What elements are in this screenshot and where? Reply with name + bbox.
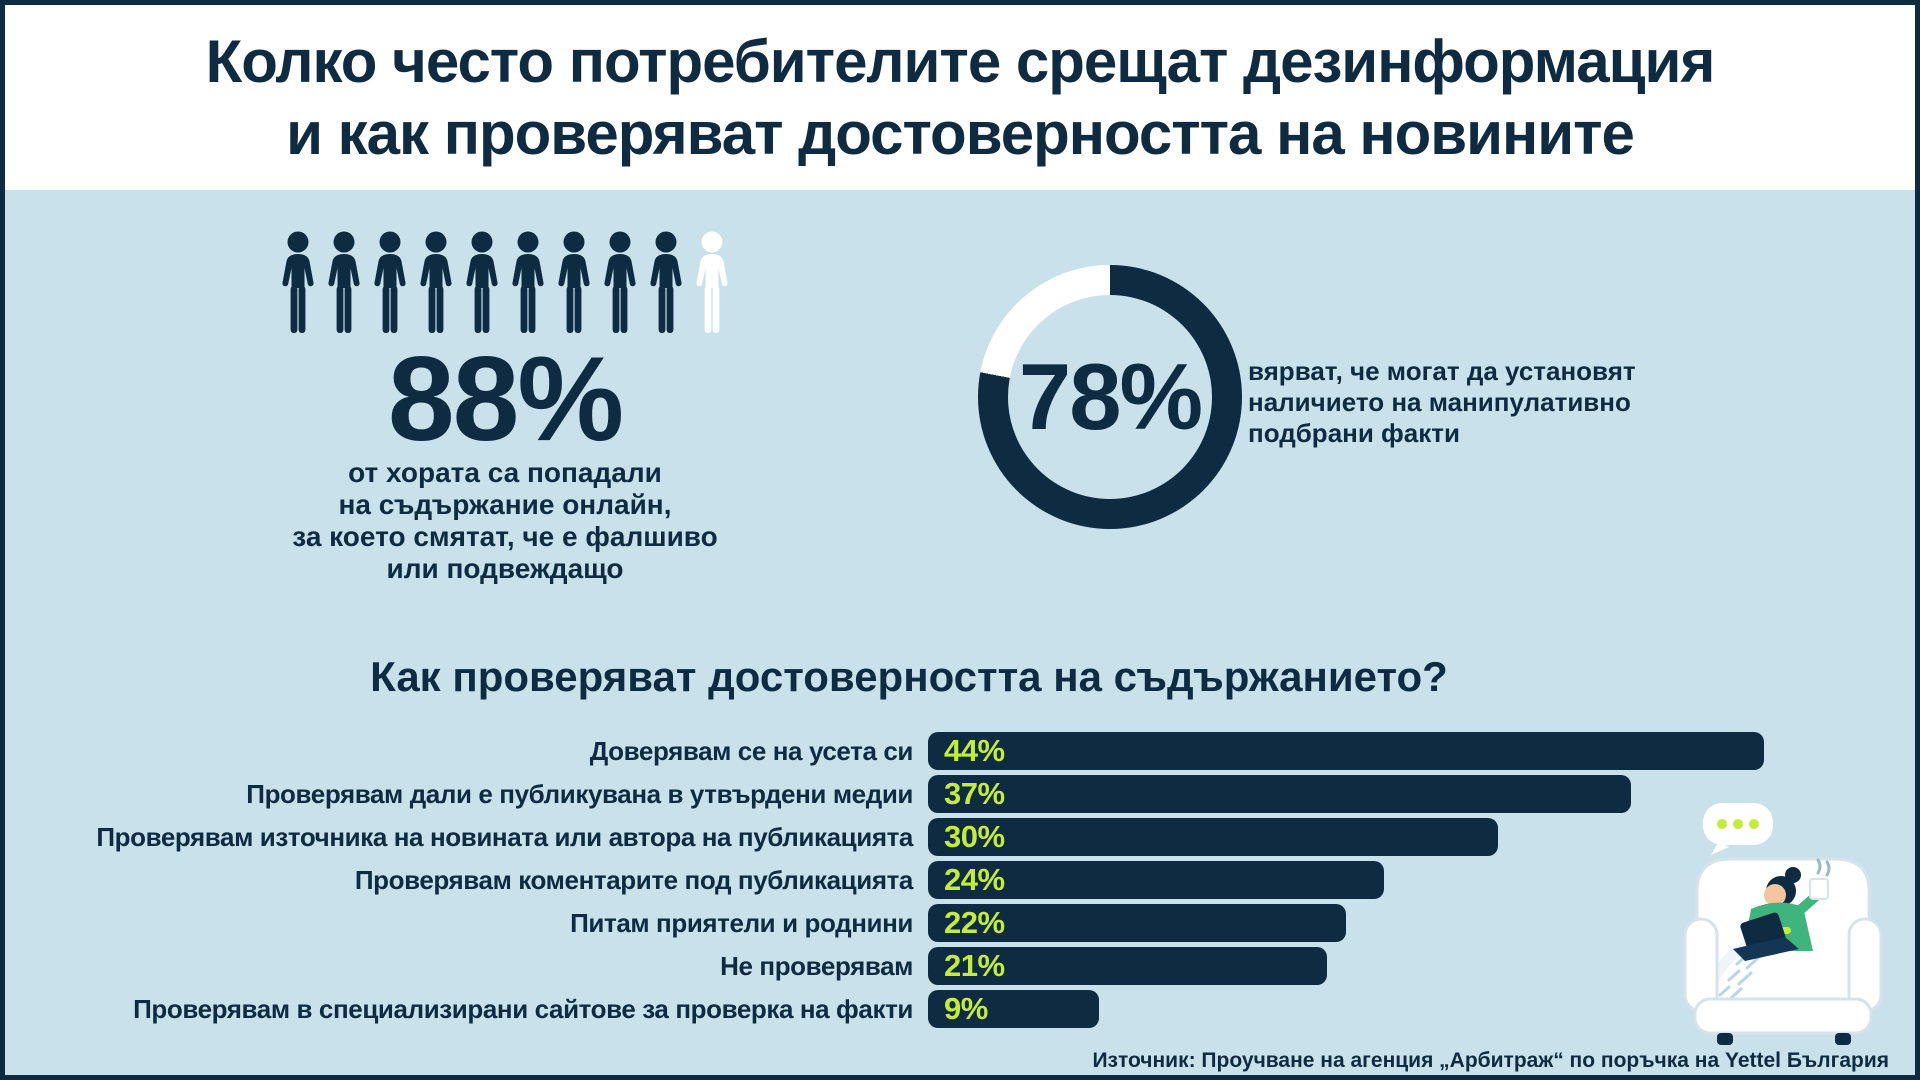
bar-value: 44% (944, 733, 1005, 768)
bar-value: 24% (944, 862, 1005, 897)
bar-value: 9% (944, 991, 988, 1026)
speech-bubble-icon (1703, 803, 1773, 855)
bar-row: Доверявам се на усета си 44% (65, 732, 1764, 770)
people-icons (265, 227, 745, 339)
bar-chart-heading: Как проверяват достоверността на съдържа… (370, 653, 1448, 700)
people-stat-value: 88% (387, 332, 624, 466)
bar-value: 22% (944, 905, 1005, 940)
bar: 30% (928, 818, 1498, 856)
bar-label: Доверявам се на усета си (589, 735, 914, 766)
bar: 44% (928, 732, 1764, 770)
people-stat: 88% от хората са попадали на съдържание … (265, 227, 745, 585)
donut-hole: 78% (1008, 295, 1212, 499)
bar-label: Проверявам коментарите под публикацията (354, 864, 914, 895)
bar-value: 21% (944, 948, 1005, 983)
bar: 21% (928, 947, 1327, 985)
person-icon (508, 227, 548, 339)
bar: 9% (928, 990, 1099, 1028)
person-icon (692, 227, 732, 339)
title-block: Колко често потребителите срещат дезинфо… (5, 5, 1915, 190)
woman-with-laptop-illustration (1655, 791, 1911, 1049)
people-stat-line: за което смятат, че е фалшиво (292, 521, 718, 552)
bar-label: Проверявам в специализирани сайтове за п… (133, 993, 913, 1024)
person-icon (370, 227, 410, 339)
bar-label: Питам приятели и роднини (570, 907, 913, 938)
person-icon (324, 227, 364, 339)
woman-figure (1693, 867, 1829, 1025)
bar-row: Проверявам коментарите под публикацията 2… (65, 861, 1764, 899)
source-credit: Източник: Проучване на агенция „Арбитраж… (1092, 1049, 1889, 1072)
person-icon (600, 227, 640, 339)
person-icon (554, 227, 594, 339)
people-stat-description: от хората са попадали на съдържание онла… (265, 457, 745, 585)
page-title-line-1: Колко често потребителите срещат дезинфо… (205, 27, 1716, 95)
bar-row: Проверявам източника на новината или авт… (65, 818, 1764, 856)
person-icon (278, 227, 318, 339)
person-icon (416, 227, 456, 339)
bar-row: Проверявам дали е публикувана в утвърден… (65, 775, 1764, 813)
bar-row: Проверявам в специализирани сайтове за п… (65, 990, 1764, 1028)
bar-value: 30% (944, 819, 1005, 854)
donut-description-line: подбрани факти (1248, 418, 1460, 448)
people-stat-line: от хората са попадали (348, 457, 662, 488)
bar-label: Проверявам източника на новината или авт… (96, 821, 913, 852)
bar: 37% (928, 775, 1631, 813)
bar-row: Не проверявам 21% (65, 947, 1764, 985)
donut-description-line: наличието на манипулативно (1248, 387, 1631, 417)
person-icon (462, 227, 502, 339)
bar: 22% (928, 904, 1346, 942)
bar-row: Питам приятели и роднини 22% (65, 904, 1764, 942)
donut-description: вярват, че могат да установят наличието … (1248, 356, 1636, 449)
laptop-icon (1733, 912, 1799, 961)
person-icon (646, 227, 686, 339)
page-title-line-2: и как проверяват достоверността на новин… (286, 99, 1635, 167)
donut-chart: 78% (978, 265, 1242, 529)
bar-label: Не проверявам (720, 950, 913, 981)
bar-chart: Доверявам се на усета си 44% Проверявам да… (65, 732, 1764, 1028)
donut-value: 78% (1018, 344, 1203, 449)
bar-value: 37% (944, 776, 1005, 811)
bar: 24% (928, 861, 1384, 899)
people-stat-line: на съдържание онлайн, (338, 489, 672, 520)
people-stat-line: или подвеждащо (386, 553, 624, 584)
bar-label: Проверявам дали е публикувана в утвърден… (246, 778, 913, 809)
donut-description-line: вярват, че могат да установят (1248, 356, 1636, 386)
